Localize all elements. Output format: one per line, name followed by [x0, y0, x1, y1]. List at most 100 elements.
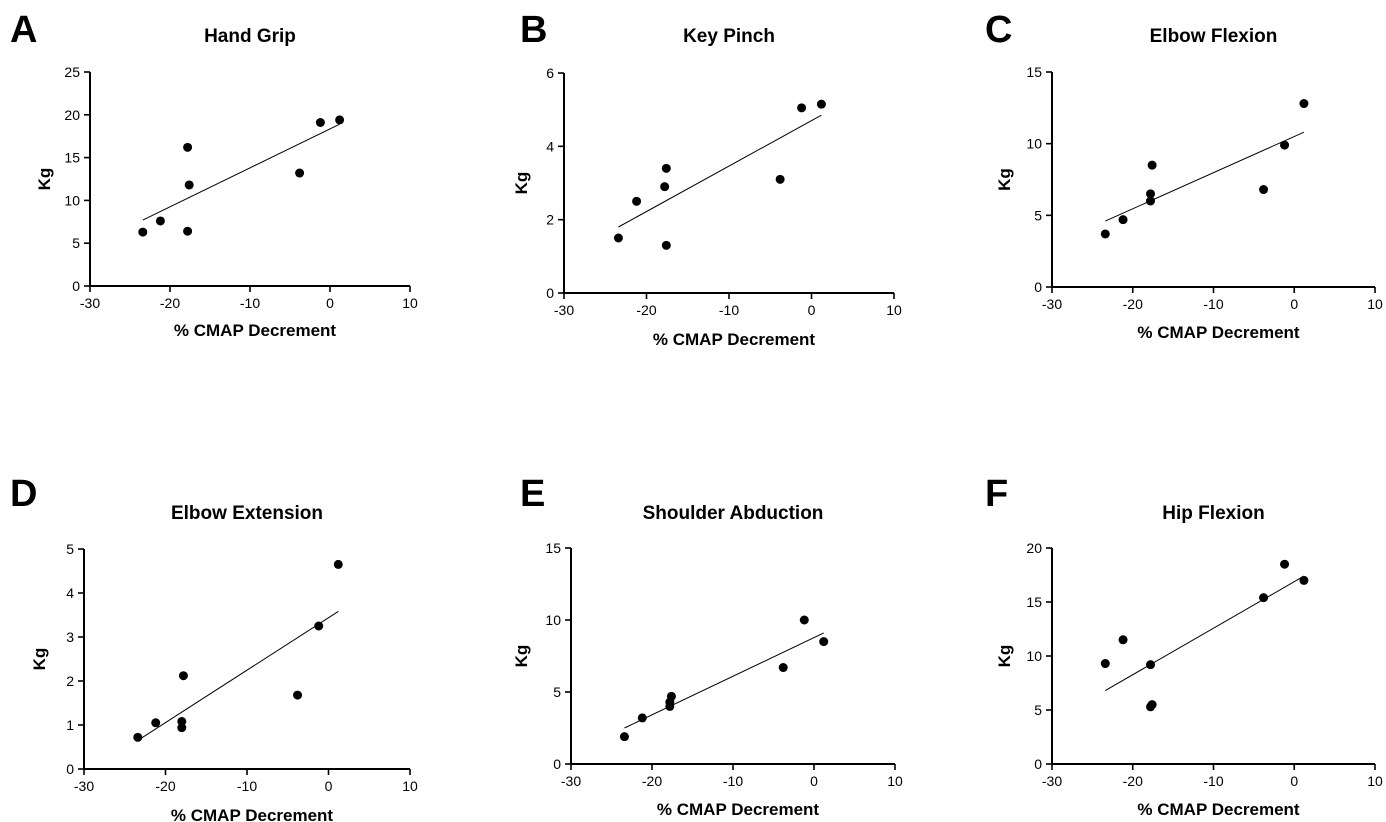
data-point — [1146, 196, 1156, 206]
panel-letter: D — [10, 473, 37, 515]
chart-panel-d: D Elbow Extension -30 -20 -10 0 10 0 1 2 3 4 5 % CMAP… — [10, 473, 418, 822]
x-tick-label: 0 — [808, 302, 816, 318]
data-point — [314, 621, 324, 631]
data-point — [1259, 593, 1269, 603]
data-point — [151, 718, 161, 728]
data-point — [133, 732, 143, 742]
y-tick-label: 5 — [1034, 702, 1042, 718]
data-point — [184, 180, 194, 190]
y-tick-label: 10 — [545, 612, 561, 628]
chart-title: Key Pinch — [683, 26, 775, 47]
x-tick-label: 10 — [402, 778, 418, 794]
y-tick-label: 5 — [72, 235, 80, 251]
y-axis-label: Kg — [30, 648, 49, 671]
data-point — [183, 226, 193, 236]
data-point — [666, 691, 676, 701]
x-tick-label: 0 — [326, 295, 334, 311]
x-tick-label: -30 — [74, 778, 94, 794]
x-tick-label: -30 — [561, 773, 581, 789]
y-tick-label: 0 — [546, 285, 554, 301]
y-tick-label: 15 — [1026, 594, 1042, 610]
chart-title: Shoulder Abduction — [643, 503, 824, 524]
data-point — [177, 716, 187, 726]
chart-title: Elbow Extension — [171, 503, 323, 524]
data-point — [1118, 215, 1128, 225]
panel-letter: F — [985, 473, 1008, 515]
x-tick-label: -30 — [554, 302, 574, 318]
panel-letter: C — [985, 9, 1012, 51]
x-tick-label: -20 — [642, 773, 662, 789]
data-point — [1280, 559, 1290, 569]
y-tick-label: 15 — [545, 540, 561, 556]
y-tick-label: 20 — [64, 107, 80, 123]
data-point — [1146, 189, 1156, 199]
data-point — [1146, 660, 1156, 670]
regression-line — [1105, 575, 1305, 691]
data-point — [661, 240, 671, 250]
data-point — [797, 103, 807, 113]
data-point — [155, 216, 165, 226]
data-point — [816, 99, 826, 109]
x-tick-label: -30 — [1042, 773, 1062, 789]
y-tick-label: 5 — [66, 541, 74, 557]
y-tick-label: 4 — [546, 138, 554, 154]
chart-panel-c: C Elbow Flexion -30 -20 -10 0 10 0 5 10 15 % CMAP D… — [985, 9, 1383, 342]
data-point — [661, 163, 671, 173]
x-tick-label: -30 — [80, 295, 100, 311]
x-tick-label: -20 — [1123, 296, 1143, 312]
data-point — [637, 713, 647, 723]
data-point — [295, 168, 305, 178]
data-point — [1100, 659, 1110, 669]
y-axis-label: Kg — [995, 168, 1014, 191]
data-point — [1100, 229, 1110, 239]
x-tick-label: -20 — [155, 778, 175, 794]
y-tick-label: 15 — [1026, 64, 1042, 80]
y-tick-label: 5 — [553, 684, 561, 700]
regression-line — [137, 611, 339, 741]
x-tick-label: 10 — [1367, 773, 1383, 789]
y-tick-label: 0 — [66, 761, 74, 777]
y-tick-label: 10 — [1026, 648, 1042, 664]
y-axis-label: Kg — [995, 645, 1014, 668]
data-point — [138, 227, 148, 237]
chart-title: Hip Flexion — [1162, 503, 1264, 524]
y-tick-label: 2 — [546, 212, 554, 228]
data-point — [799, 615, 809, 625]
x-axis-label: % CMAP Decrement — [174, 321, 337, 340]
data-point — [183, 142, 193, 152]
data-point — [335, 115, 345, 125]
data-point — [177, 723, 187, 733]
regression-line — [142, 123, 340, 221]
y-tick-label: 25 — [64, 64, 80, 80]
chart-title: Elbow Flexion — [1150, 26, 1278, 47]
x-tick-label: -20 — [636, 302, 656, 318]
y-tick-label: 6 — [546, 65, 554, 81]
data-point — [778, 663, 788, 673]
x-axis-label: % CMAP Decrement — [171, 806, 334, 822]
data-point — [1147, 700, 1157, 710]
y-tick-label: 0 — [1034, 279, 1042, 295]
x-tick-label: 0 — [325, 778, 333, 794]
data-point — [333, 559, 343, 569]
chart-panel-e: E Shoulder Abduction -30 -20 -10 0 10 0 5 10 15 % C… — [512, 473, 903, 819]
y-tick-label: 0 — [553, 756, 561, 772]
x-tick-label: 0 — [1290, 773, 1298, 789]
y-tick-label: 3 — [66, 629, 74, 645]
chart-panel-f: F Hip Flexion -30 -20 -10 0 10 0 5 10 15 20 % CMAP D… — [985, 473, 1383, 819]
y-axis-label: Kg — [512, 172, 531, 195]
x-tick-label: -10 — [237, 778, 257, 794]
y-tick-label: 0 — [72, 278, 80, 294]
data-point — [1299, 575, 1309, 585]
data-point — [1299, 99, 1309, 109]
y-tick-label: 2 — [66, 673, 74, 689]
chart-title: Hand Grip — [204, 26, 296, 47]
x-axis-label: % CMAP Decrement — [1137, 323, 1300, 342]
y-axis-label: Kg — [35, 168, 54, 191]
y-tick-label: 4 — [66, 585, 74, 601]
x-tick-label: -30 — [1042, 296, 1062, 312]
chart-panel-a: A Hand Grip -30 -20 -10 0 10 0 5 10 15 20 25 % CMAP D… — [10, 9, 418, 340]
x-tick-label: 0 — [1290, 296, 1298, 312]
y-tick-label: 0 — [1034, 756, 1042, 772]
data-point — [1147, 160, 1157, 170]
